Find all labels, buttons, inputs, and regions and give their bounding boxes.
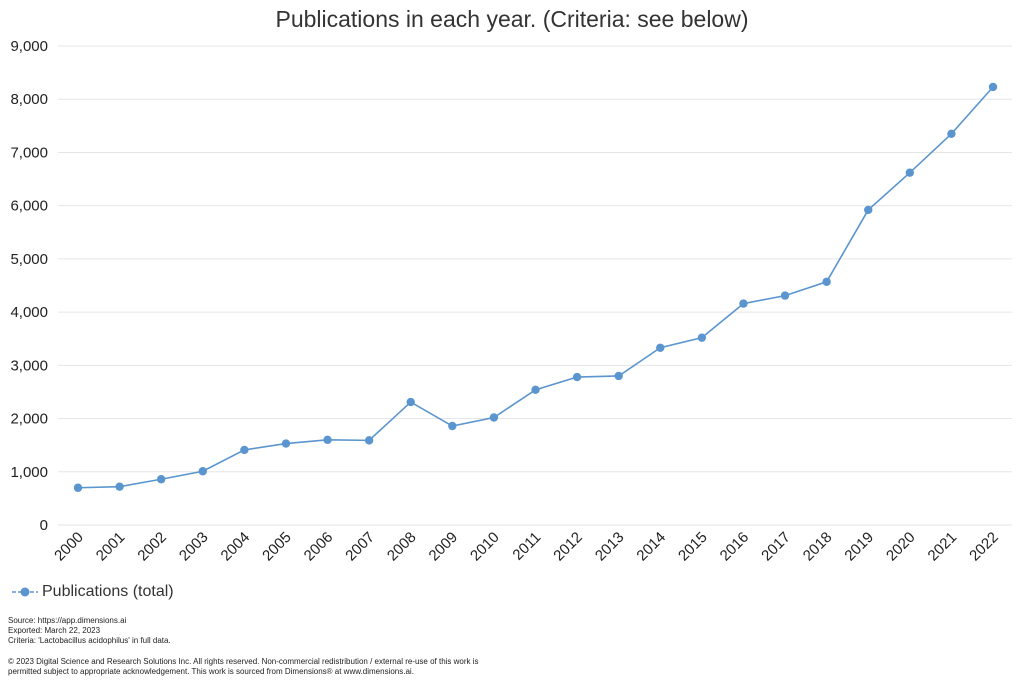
data-point[interactable] bbox=[697, 333, 707, 342]
x-tick-label: 2009 bbox=[426, 529, 462, 565]
line-chart: 0 1,000 2,000 3,000 4,000 5,000 6,000 7,000 8,00… bbox=[10, 38, 1012, 565]
series-line bbox=[77, 86, 994, 489]
footer-copyright-line2: permitted subject to appropriate acknowl… bbox=[8, 667, 414, 676]
series-layer bbox=[73, 82, 998, 492]
y-tick-label: 1,000 bbox=[10, 464, 48, 481]
x-tick-label: 2014 bbox=[633, 529, 669, 565]
data-point[interactable] bbox=[281, 439, 291, 448]
data-point[interactable] bbox=[489, 413, 499, 422]
legend-swatch-icon bbox=[12, 587, 38, 597]
footer-criteria: Criteria: 'Lactobacillus acidophilus' in… bbox=[8, 636, 171, 645]
x-axis-ticks: 2000 2001 2002 2003 2004 2005 2006 2007 2008 2009… bbox=[51, 529, 1002, 565]
data-point[interactable] bbox=[364, 436, 374, 445]
data-point[interactable] bbox=[198, 467, 207, 476]
x-tick-label: 2019 bbox=[841, 529, 877, 565]
data-point[interactable] bbox=[864, 205, 873, 215]
x-tick-label: 2004 bbox=[218, 529, 254, 565]
x-tick-label: 2010 bbox=[467, 529, 503, 565]
data-point[interactable] bbox=[947, 129, 956, 139]
data-point[interactable] bbox=[156, 475, 166, 484]
y-tick-label: 7,000 bbox=[10, 144, 48, 161]
x-tick-label: 2018 bbox=[800, 529, 836, 565]
x-tick-label: 2015 bbox=[675, 529, 711, 565]
chart-title: Publications in each year. (Criteria: se… bbox=[275, 6, 749, 32]
y-tick-label: 3,000 bbox=[10, 357, 48, 374]
y-tick-label: 6,000 bbox=[10, 198, 48, 215]
x-tick-label: 2001 bbox=[93, 529, 129, 565]
legend-label: Publications (total) bbox=[42, 583, 174, 600]
data-point[interactable] bbox=[905, 168, 915, 177]
x-tick-label: 2002 bbox=[134, 529, 170, 565]
footer-copyright-line1: © 2023 Digital Science and Research Solu… bbox=[8, 657, 479, 666]
data-point[interactable] bbox=[448, 421, 457, 431]
data-point[interactable] bbox=[739, 299, 748, 308]
data-point[interactable] bbox=[614, 371, 623, 381]
y-axis-ticks: 0 1,000 2,000 3,000 4,000 5,000 6,000 7,000 8,00… bbox=[10, 38, 48, 534]
data-point[interactable] bbox=[531, 385, 540, 395]
x-tick-label: 2003 bbox=[176, 529, 212, 565]
data-point[interactable] bbox=[572, 372, 582, 382]
data-point[interactable] bbox=[115, 482, 124, 491]
x-tick-label: 2008 bbox=[384, 529, 420, 565]
data-point[interactable] bbox=[988, 82, 998, 92]
x-tick-label: 2005 bbox=[259, 529, 295, 565]
legend[interactable]: Publications (total) bbox=[12, 583, 174, 601]
x-tick-label: 2016 bbox=[717, 529, 753, 565]
data-point[interactable] bbox=[780, 291, 790, 300]
data-point[interactable] bbox=[73, 483, 83, 492]
y-tick-label: 8,000 bbox=[10, 91, 48, 108]
x-tick-label: 2011 bbox=[509, 529, 544, 564]
data-point[interactable] bbox=[656, 343, 665, 352]
data-point[interactable] bbox=[323, 435, 332, 445]
footer: Source: https://app.dimensions.ai Export… bbox=[8, 616, 479, 677]
y-tick-label: 5,000 bbox=[10, 251, 48, 268]
x-tick-label: 2021 bbox=[925, 529, 961, 565]
x-tick-label: 2022 bbox=[966, 529, 1002, 565]
x-tick-label: 2017 bbox=[758, 529, 794, 565]
y-tick-label: 4,000 bbox=[10, 304, 48, 321]
data-point[interactable] bbox=[406, 397, 415, 407]
x-tick-label: 2013 bbox=[592, 529, 628, 565]
footer-source: Source: https://app.dimensions.ai bbox=[8, 616, 127, 625]
x-tick-label: 2012 bbox=[550, 529, 586, 565]
x-tick-label: 2020 bbox=[883, 529, 919, 565]
y-tick-label: 9,000 bbox=[10, 38, 48, 55]
footer-exported: Exported: March 22, 2023 bbox=[8, 626, 101, 635]
grid-layer bbox=[58, 45, 1012, 526]
x-tick-label: 2006 bbox=[301, 529, 337, 565]
y-tick-label: 0 bbox=[40, 517, 48, 534]
y-tick-label: 2,000 bbox=[10, 411, 48, 428]
x-tick-label: 2000 bbox=[51, 529, 87, 565]
data-point[interactable] bbox=[240, 445, 249, 455]
data-point[interactable] bbox=[822, 277, 831, 286]
x-tick-label: 2007 bbox=[342, 529, 378, 565]
